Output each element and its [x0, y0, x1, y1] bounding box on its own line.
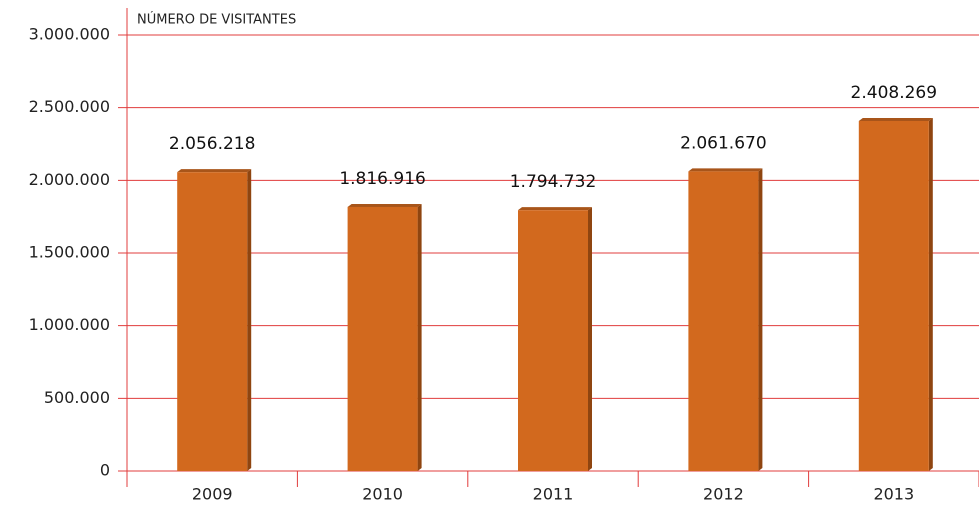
bar-side	[247, 169, 252, 472]
value-label: 2.061.670	[680, 133, 767, 153]
x-tick-label: 2010	[362, 485, 403, 504]
x-tick-label: 2012	[703, 485, 744, 504]
bar-side	[758, 168, 763, 472]
bar	[177, 172, 248, 472]
bar-top	[347, 203, 422, 207]
y-tick-label: 2.500.000	[29, 97, 110, 116]
value-label: 2.056.218	[169, 134, 256, 154]
bar-side	[588, 207, 592, 471]
y-tick-label: 500.000	[44, 388, 110, 407]
value-label: 1.816.916	[339, 169, 426, 189]
bar	[347, 206, 418, 472]
bar-top	[177, 169, 252, 173]
bar	[518, 210, 588, 471]
y-tick-label: 2.000.000	[29, 170, 110, 189]
bar-side	[417, 203, 422, 472]
x-tick-label: 2009	[192, 485, 233, 504]
bar-side	[928, 117, 933, 472]
y-axis-label: NÚMERO DE VISITANTES	[137, 12, 296, 28]
value-label: 2.408.269	[851, 83, 938, 103]
x-tick-label: 2011	[533, 485, 574, 504]
bar	[858, 120, 929, 472]
bar-top	[688, 168, 763, 172]
bar-top	[858, 117, 933, 121]
y-tick-label: 0	[100, 461, 110, 480]
bar	[688, 171, 759, 472]
bar-top	[518, 207, 592, 211]
value-label: 1.794.732	[510, 172, 597, 192]
y-tick-label: 1.000.000	[29, 315, 110, 334]
x-tick-label: 2013	[873, 485, 914, 504]
y-tick-label: 1.500.000	[29, 243, 110, 262]
y-tick-label: 3.000.000	[29, 25, 110, 44]
